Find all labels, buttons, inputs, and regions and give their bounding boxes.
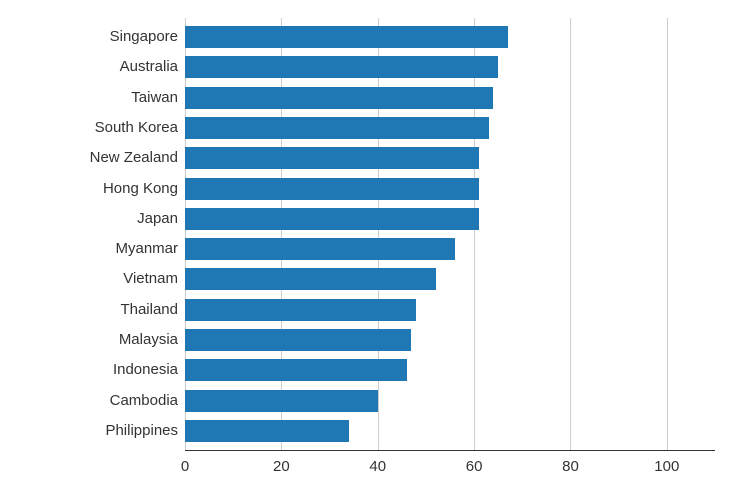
bar: [185, 299, 416, 321]
y-axis-label: Indonesia: [0, 359, 178, 381]
bar-row: [185, 147, 715, 169]
y-axis-label: Australia: [0, 56, 178, 78]
y-axis-label: Taiwan: [0, 87, 178, 109]
y-axis-label: Cambodia: [0, 390, 178, 412]
plot-area: [185, 18, 715, 451]
bar-row: [185, 26, 715, 48]
bar-row: [185, 420, 715, 442]
x-axis-label: 20: [273, 458, 290, 475]
bar-row: [185, 178, 715, 200]
bar-row: [185, 117, 715, 139]
bar: [185, 56, 498, 78]
bar-row: [185, 56, 715, 78]
bar: [185, 26, 508, 48]
bar: [185, 147, 479, 169]
x-axis-label: 100: [654, 458, 679, 475]
bar: [185, 238, 455, 260]
bar: [185, 420, 349, 442]
bar: [185, 268, 436, 290]
y-axis-label: Philippines: [0, 420, 178, 442]
y-axis-label: South Korea: [0, 117, 178, 139]
bar: [185, 390, 378, 412]
y-axis-labels: Singapore Australia Taiwan South Korea New Z…: [0, 18, 178, 450]
bar-row: [185, 359, 715, 381]
x-axis-label: 80: [562, 458, 579, 475]
bar-row: [185, 87, 715, 109]
bar-row: [185, 208, 715, 230]
x-axis-label: 40: [369, 458, 386, 475]
bar: [185, 117, 489, 139]
bar: [185, 359, 407, 381]
bar-row: [185, 390, 715, 412]
y-axis-label: Hong Kong: [0, 178, 178, 200]
bar: [185, 87, 493, 109]
y-axis-label: Malaysia: [0, 329, 178, 351]
y-axis-label: Singapore: [0, 26, 178, 48]
bar: [185, 178, 479, 200]
bar-row: [185, 238, 715, 260]
y-axis-label: Vietnam: [0, 268, 178, 290]
bar: [185, 329, 411, 351]
y-axis-label: Myanmar: [0, 238, 178, 260]
x-axis-labels: 020406080100: [185, 454, 715, 484]
chart-container: Singapore Australia Taiwan South Korea New Z…: [0, 0, 750, 500]
y-axis-label: New Zealand: [0, 147, 178, 169]
bar: [185, 208, 479, 230]
y-axis-label: Japan: [0, 208, 178, 230]
bars-group: [185, 18, 715, 450]
bar-row: [185, 329, 715, 351]
x-axis-label: 0: [181, 458, 189, 475]
y-axis-label: Thailand: [0, 299, 178, 321]
bar-row: [185, 299, 715, 321]
x-axis-label: 60: [466, 458, 483, 475]
bar-row: [185, 268, 715, 290]
